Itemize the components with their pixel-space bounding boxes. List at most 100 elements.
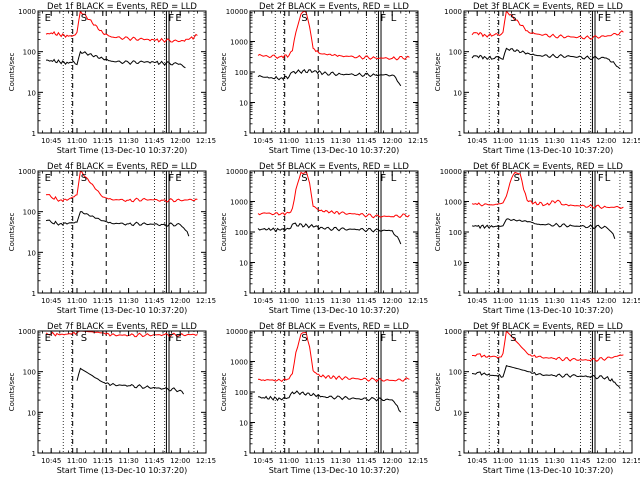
y-tick-label: 100 (449, 229, 462, 237)
lld-series-line (257, 11, 410, 61)
x-tick-label: 11:30 (545, 137, 565, 145)
y-tick-label: 10 (453, 89, 462, 97)
x-tick-label: 12:15 (622, 137, 640, 145)
marker-label: E (605, 13, 611, 24)
y-tick-label: 10000 (226, 8, 248, 16)
y-tick-label: 10 (239, 260, 248, 268)
y-axis-label: Counts/sec (220, 213, 228, 252)
y-tick-label: 10000 (226, 328, 248, 336)
detector-panel: Det 9f BLACK = Events, RED = LLD Counts/s… (434, 322, 640, 475)
marker-label: E (45, 13, 51, 24)
plot-area (45, 171, 198, 293)
lld-series-line (472, 331, 624, 362)
x-tick-label: 11:30 (545, 457, 565, 465)
marker-label: S (81, 173, 87, 184)
marker-label: L (391, 333, 397, 344)
y-tick-label: 10 (453, 409, 462, 417)
x-axis-label: Start Time (13-Dec-10 10:37:20) (483, 306, 614, 315)
events-series-line (46, 50, 186, 69)
lld-series-line (471, 171, 624, 210)
x-tick-label: 11:30 (119, 297, 139, 305)
x-tick-label: 12:15 (622, 457, 640, 465)
x-tick-label: 11:15 (305, 297, 325, 305)
y-tick-label: 1000 (18, 328, 36, 336)
x-tick-label: 11:00 (279, 137, 299, 145)
marker-label: E (45, 333, 51, 344)
x-tick-label: 11:15 (519, 137, 539, 145)
x-axis-label: Start Time (13-Dec-10 10:37:20) (57, 466, 188, 475)
plot-area (257, 171, 410, 293)
x-tick-label: 11:00 (67, 297, 87, 305)
marker-label: S (510, 13, 516, 24)
x-tick-label: 12:15 (408, 297, 428, 305)
x-tick-label: 11:45 (144, 137, 164, 145)
x-tick-label: 12:00 (382, 457, 402, 465)
y-tick-label: 1 (244, 130, 248, 138)
y-tick-label: 1000 (18, 168, 36, 176)
y-axis-label: Counts/sec (8, 373, 16, 412)
y-tick-label: 100 (235, 229, 248, 237)
x-tick-label: 11:00 (279, 457, 299, 465)
x-tick-label: 12:15 (408, 137, 428, 145)
y-tick-label: 100 (235, 389, 248, 397)
y-tick-label: 100 (23, 369, 36, 377)
x-axis-label: Start Time (13-Dec-10 10:37:20) (57, 306, 188, 315)
plot-area (257, 331, 410, 453)
marker-label: E (175, 333, 181, 344)
y-axis-label: Counts/sec (434, 213, 442, 252)
lld-series-line (45, 331, 198, 338)
events-series-line (471, 218, 616, 239)
y-tick-label: 1 (244, 290, 248, 298)
marker-label: F (598, 333, 604, 344)
y-tick-label: 10000 (440, 168, 462, 176)
x-tick-label: 11:45 (356, 457, 376, 465)
marker-label: S (81, 13, 87, 24)
y-tick-label: 1000 (444, 8, 462, 16)
y-tick-label: 1 (458, 290, 462, 298)
x-tick-label: 12:00 (170, 457, 190, 465)
marker-label: L (391, 13, 397, 24)
x-tick-label: 12:15 (196, 137, 216, 145)
plot-area (471, 331, 624, 453)
marker-label: F (380, 173, 386, 184)
marker-label: L (605, 173, 611, 184)
y-tick-label: 10 (27, 249, 36, 257)
y-axis-label: Counts/sec (434, 53, 442, 92)
y-tick-label: 10 (239, 100, 248, 108)
detector-panel: Det 6f BLACK = Events, RED = LLD Counts/s… (434, 162, 640, 315)
y-tick-label: 1 (32, 130, 36, 138)
panel-title: Det 7f BLACK = Events, RED = LLD (47, 322, 197, 332)
x-tick-label: 11:15 (305, 457, 325, 465)
x-tick-label: 11:45 (356, 297, 376, 305)
marker-label: F (168, 173, 174, 184)
marker-label: E (175, 13, 181, 24)
x-tick-label: 10:45 (41, 297, 61, 305)
y-axis-label: Counts/sec (8, 53, 16, 92)
events-series-line (257, 68, 402, 87)
x-tick-label: 11:30 (331, 457, 351, 465)
x-axis-label: Start Time (13-Dec-10 10:37:20) (57, 146, 188, 155)
panel-title: Det 3f BLACK = Events, RED = LLD (473, 2, 623, 12)
x-tick-label: 11:15 (93, 297, 113, 305)
plot-area (471, 171, 624, 293)
x-tick-label: 12:00 (596, 457, 616, 465)
y-tick-label: 10 (27, 89, 36, 97)
y-axis-label: Counts/sec (434, 373, 442, 412)
x-tick-label: 10:45 (41, 137, 61, 145)
axes-frame (463, 10, 633, 134)
panel-title: Det 2f BLACK = Events, RED = LLD (259, 2, 409, 12)
axes-frame (37, 10, 207, 134)
panel-title: Det 5f BLACK = Events, RED = LLD (259, 162, 409, 172)
x-tick-label: 11:00 (493, 457, 513, 465)
lld-series-line (257, 331, 410, 383)
events-series-line (471, 47, 621, 70)
x-tick-label: 11:15 (519, 457, 539, 465)
events-series-line (471, 365, 621, 389)
x-tick-label: 12:00 (382, 137, 402, 145)
x-axis-label: Start Time (13-Dec-10 10:37:20) (483, 146, 614, 155)
y-tick-label: 100 (449, 49, 462, 57)
x-tick-label: 12:15 (196, 297, 216, 305)
y-tick-label: 1000 (230, 199, 248, 207)
plot-area (471, 11, 624, 133)
